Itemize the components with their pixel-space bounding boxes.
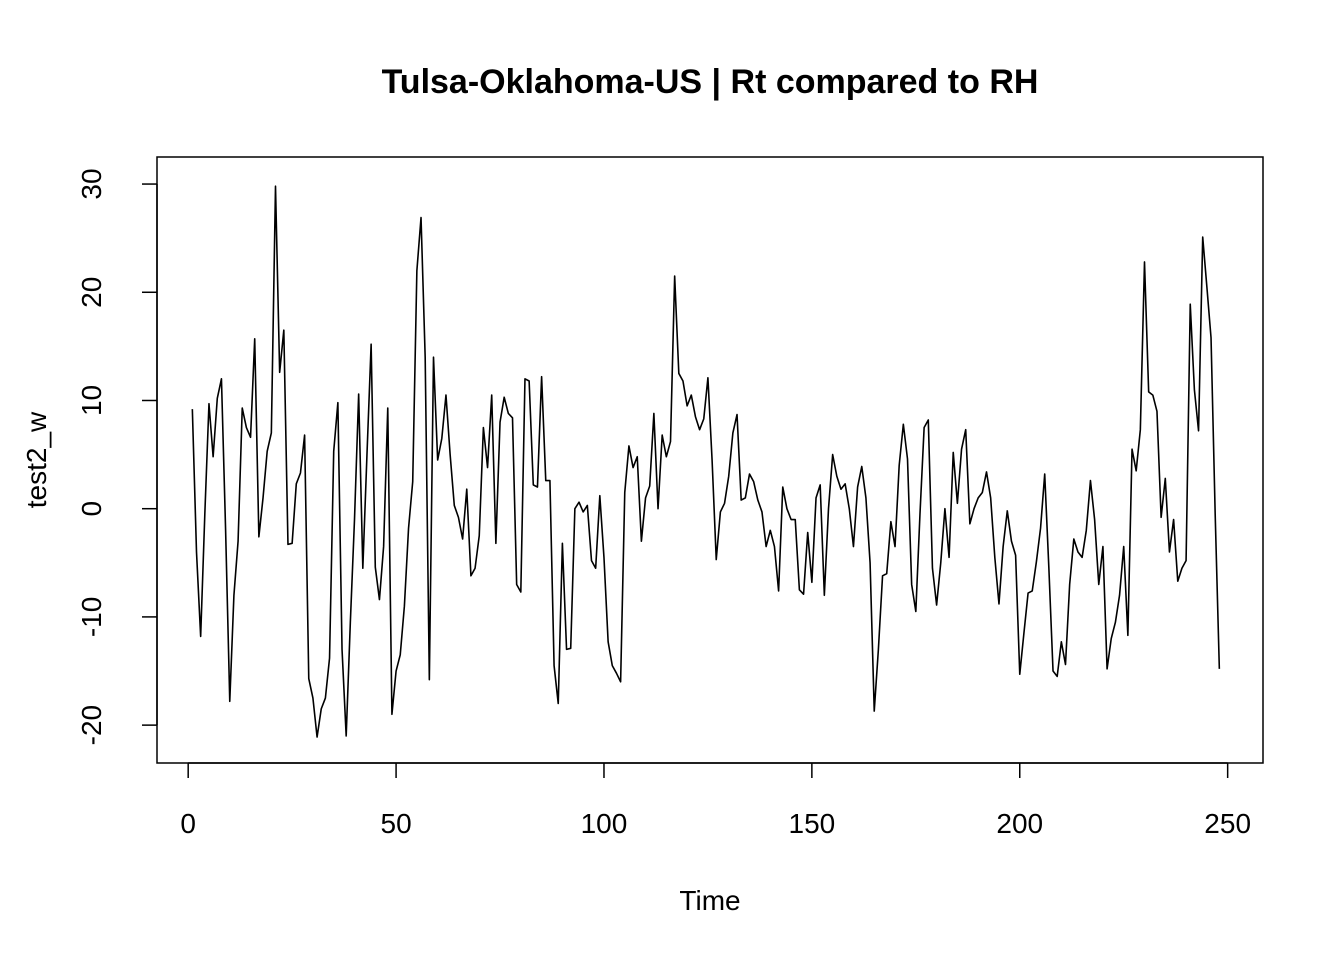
x-tick-label: 150 <box>789 808 836 839</box>
series-layer <box>191 185 1221 738</box>
plot-frame <box>156 156 1264 764</box>
y-tick-label: 10 <box>76 385 107 416</box>
x-axis: 0 50 100 150 200 250 <box>180 762 1251 839</box>
x-tick-label: 0 <box>180 808 196 839</box>
x-tick-label: 200 <box>996 808 1043 839</box>
chart-title: Tulsa-Oklahoma-US | Rt compared to RH <box>382 63 1039 101</box>
y-tick-label: -10 <box>76 597 107 637</box>
series-line-0 <box>191 185 1221 738</box>
y-axis: -20 -10 0 10 20 30 <box>76 168 158 745</box>
y-tick-label: 20 <box>76 277 107 308</box>
x-axis-label: Time <box>679 885 740 916</box>
y-tick-label: 0 <box>76 501 107 517</box>
y-tick-label: -20 <box>76 705 107 745</box>
y-axis-label: test2_w <box>21 411 52 508</box>
x-tick-label: 100 <box>581 808 628 839</box>
x-tick-label: 250 <box>1204 808 1251 839</box>
x-tick-label: 50 <box>381 808 412 839</box>
y-tick-label: 30 <box>76 168 107 199</box>
